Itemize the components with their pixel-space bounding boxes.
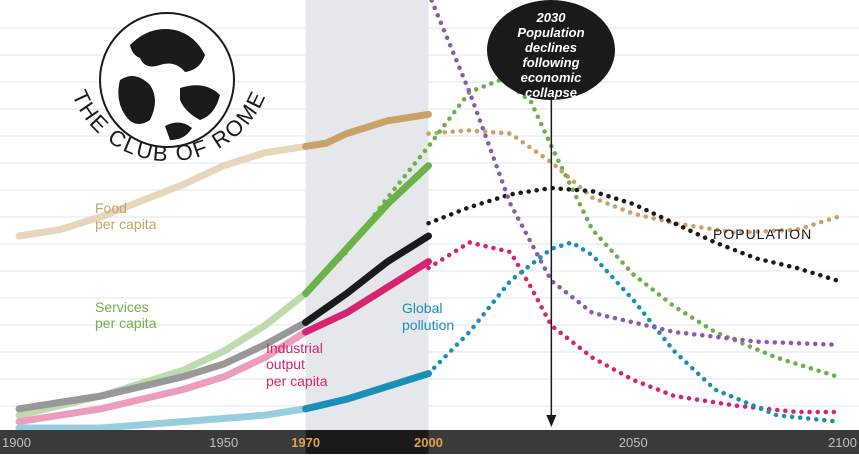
label-industrial-line1: Industrial	[266, 340, 323, 356]
label-services-line2: per capita	[95, 315, 157, 331]
series-population-historic	[302, 232, 432, 326]
x-tick-label: 2000	[414, 435, 443, 450]
x-axis-ticks: 1900 1950 1970 2000 2050 2100	[2, 435, 857, 450]
series-food-per-capita-historic	[302, 110, 432, 150]
callout-line: declines	[525, 40, 577, 55]
label-pollution-line1: Global	[402, 300, 442, 316]
series-services-per-capita-projection	[303, 76, 841, 380]
series-resources-projection	[429, 0, 841, 348]
x-tick-label: 2050	[619, 435, 648, 450]
label-food-line1: Food	[95, 200, 127, 216]
callout-line: following	[522, 55, 579, 70]
series-industrial-output-per-capita-early	[15, 328, 310, 426]
label-population: POPULATION	[713, 226, 812, 242]
label-services-line1: Services	[95, 299, 149, 315]
x-axis-highlight	[305, 430, 429, 454]
series-global-pollution-projection	[426, 239, 841, 424]
globe-landmass	[165, 122, 192, 140]
callout-line: Population	[517, 25, 584, 40]
label-food-line2: per capita	[95, 216, 157, 232]
x-tick-label: 1950	[209, 435, 238, 450]
callout-background	[487, 0, 615, 100]
globe-landmass	[180, 85, 220, 120]
series-population-projection	[426, 185, 841, 284]
series-global-pollution-historic	[302, 370, 432, 413]
globe-landmass	[118, 76, 155, 124]
callout-line: collapse	[525, 85, 577, 100]
callout-bubble: 2030 Population declines following econo…	[487, 0, 615, 100]
globe-landmass	[130, 29, 205, 72]
highlight-band-1970-2000	[305, 0, 429, 430]
x-tick-label: 1970	[291, 435, 320, 450]
x-axis-bar	[0, 430, 859, 454]
series-layer	[15, 0, 841, 432]
callout-line: economic	[521, 70, 582, 85]
x-tick-label: 2100	[828, 435, 857, 450]
club-of-rome-logo: THE CLUB OF ROME	[67, 12, 269, 167]
label-pollution-line2: pollution	[402, 317, 454, 333]
series-labels: Food per capita Services per capita Indu…	[95, 200, 812, 389]
series-industrial-output-per-capita-projection	[426, 239, 841, 415]
series-global-pollution-early	[15, 405, 310, 432]
x-tick-label: 1900	[2, 435, 31, 450]
label-industrial-line3: per capita	[266, 373, 328, 389]
series-food-per-capita-early	[15, 142, 310, 240]
label-industrial-line2: output	[266, 356, 305, 372]
series-population-early	[15, 318, 310, 413]
series-food-per-capita-projection	[426, 128, 841, 236]
callout-year: 2030	[536, 10, 567, 25]
annotation-arrow-head	[546, 415, 557, 427]
series-industrial-output-per-capita-historic	[302, 258, 432, 336]
